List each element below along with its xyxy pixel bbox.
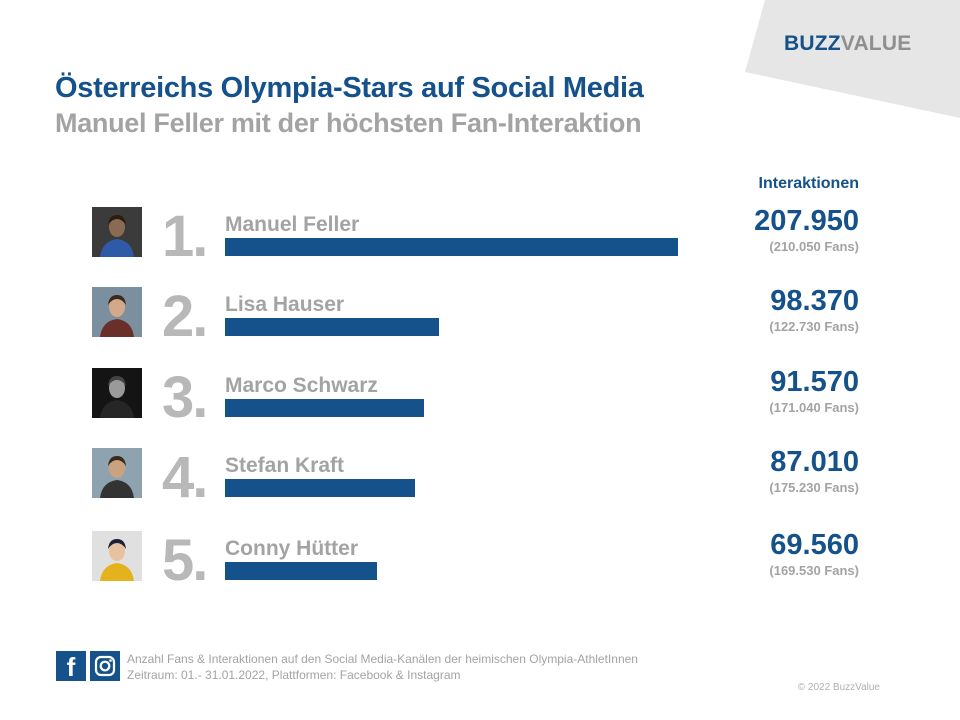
ranking-row: 1. Manuel Feller 207.950 (210.050 Fans) [0,205,960,285]
interaction-value: 207.950 [754,205,859,237]
fans-count: (122.730 Fans) [769,319,859,334]
rank-number: 4. [162,445,208,510]
interaction-value: 87.010 [770,446,859,478]
interaction-bar [225,399,424,417]
interaktionen-column-header: Interaktionen [758,175,859,192]
interaction-bar [225,238,678,256]
logo-part-value: VALUE [840,32,912,55]
fans-count: (169.530 Fans) [769,563,859,578]
chart-title: Österreichs Olympia-Stars auf Social Med… [55,72,644,104]
footer-period: Zeitraum: 01.- 31.01.2022, Plattformen: … [127,668,461,682]
buzzvalue-logo: BUZZVALUE [784,32,911,56]
facebook-icon: f [56,651,86,682]
athlete-avatar [92,207,142,257]
athlete-name: Conny Hütter [225,537,358,560]
interaction-bar [225,562,377,580]
copyright-text: © 2022 BuzzValue [797,682,880,693]
athlete-avatar [92,448,142,498]
footer-description: Anzahl Fans & Interaktionen auf den Soci… [127,652,638,666]
interaction-value: 98.370 [770,285,859,317]
athlete-avatar [92,531,142,581]
interaction-value: 69.560 [770,529,859,561]
athlete-name: Stefan Kraft [225,454,345,477]
interaction-bar [225,318,439,336]
fans-count: (171.040 Fans) [769,400,859,415]
athlete-name: Lisa Hauser [225,293,345,316]
ranking-row: 5. Conny Hütter 69.560 (169.530 Fans) [0,529,960,609]
rank-number: 2. [162,284,208,349]
rank-number: 5. [162,528,208,593]
logo-part-buzz: BUZZ [784,32,841,55]
interaction-bar [225,479,415,497]
athlete-name: Manuel Feller [225,213,360,236]
athlete-avatar [92,287,142,337]
rank-number: 3. [162,365,208,430]
ranking-row: 3. Marco Schwarz 91.570 (171.040 Fans) [0,366,960,446]
rank-number: 1. [162,204,208,269]
interaction-value: 91.570 [770,366,859,398]
chart-subtitle: Manuel Feller mit der höchsten Fan-Inter… [55,108,642,138]
fans-count: (210.050 Fans) [769,239,859,254]
ranking-row: 2. Lisa Hauser 98.370 (122.730 Fans) [0,285,960,365]
athlete-avatar [92,368,142,418]
athlete-name: Marco Schwarz [225,374,378,397]
ranking-row: 4. Stefan Kraft 87.010 (175.230 Fans) [0,446,960,526]
fans-count: (175.230 Fans) [769,480,859,495]
instagram-icon [90,651,120,681]
